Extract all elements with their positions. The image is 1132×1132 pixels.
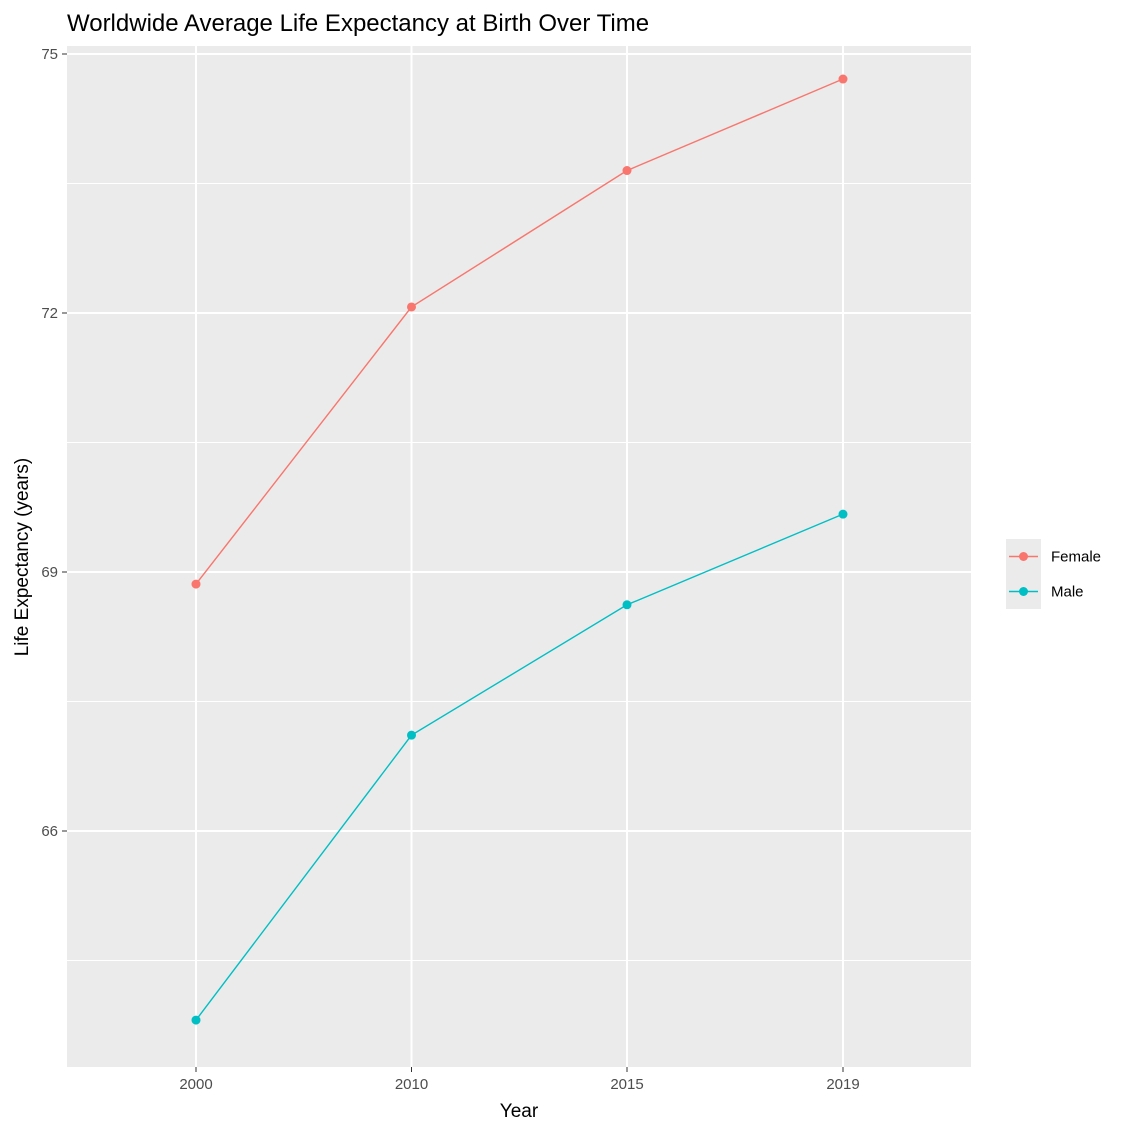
y-tick-label: 66 [41, 823, 58, 840]
legend-point-female [1019, 552, 1028, 561]
male-data-point [191, 1015, 201, 1025]
minor-gridlines [67, 183, 971, 961]
plot-panel [67, 46, 971, 1067]
x-tick-label: 2015 [610, 1076, 643, 1093]
female-data-point [622, 166, 632, 176]
male-data-point [622, 600, 632, 610]
y-tick-label: 72 [41, 305, 58, 322]
legend: Female Male [1006, 539, 1101, 609]
female-data-point [407, 302, 416, 312]
legend-point-male [1019, 587, 1028, 596]
female-data-point [191, 579, 201, 589]
female-data-point [838, 74, 848, 84]
x-tick-label: 2010 [395, 1076, 428, 1093]
y-tick-label: 69 [41, 564, 58, 581]
male-series-line [195, 513, 844, 1021]
male-data-point [407, 730, 416, 740]
female-series-line [195, 78, 844, 585]
legend-label-male: Male [1051, 584, 1084, 601]
chart-title: Worldwide Average Life Expectancy at Bir… [67, 10, 649, 37]
major-gridlines [67, 46, 971, 1067]
x-tick-label: 2019 [826, 1076, 859, 1093]
x-tick-label: 2000 [179, 1076, 212, 1093]
male-data-point [838, 509, 848, 519]
series-layer [191, 74, 848, 1025]
x-axis-title: Year [500, 1101, 539, 1122]
legend-label-female: Female [1051, 549, 1101, 566]
x-axis: 2000 2010 2015 2019 [179, 1067, 860, 1093]
y-axis-title: Life Expectancy (years) [12, 458, 33, 657]
y-axis: 66 69 72 75 [41, 46, 67, 840]
y-tick-label: 75 [41, 46, 58, 63]
